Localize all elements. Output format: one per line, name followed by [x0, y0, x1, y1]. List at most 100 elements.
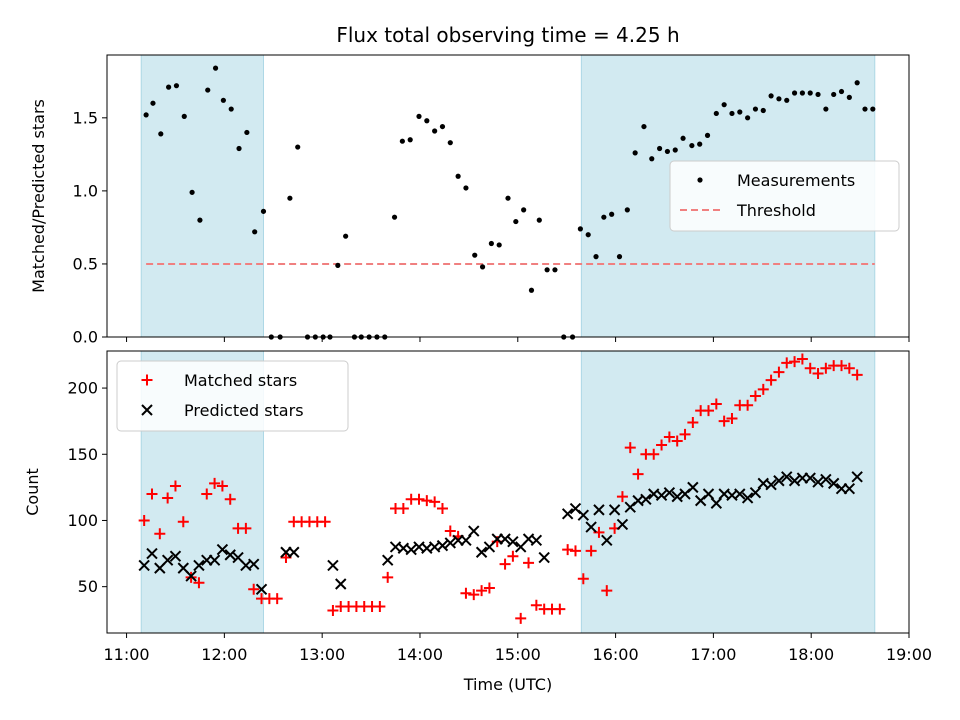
matched-stars-point: [201, 488, 213, 500]
x-tick-label: 19:00: [886, 645, 932, 664]
measurements-point: [799, 90, 805, 96]
measurements-point: [197, 217, 203, 223]
predicted-stars-point: [161, 554, 174, 566]
predicted-stars-point: [773, 475, 785, 487]
matched-stars-point: [577, 573, 589, 585]
predicted-stars-point: [663, 486, 676, 499]
matched-stars-point: [138, 514, 150, 526]
measurements-point: [752, 106, 759, 112]
matched-stars-point: [374, 601, 386, 613]
matched-stars-point: [169, 480, 181, 492]
matched-stars-point: [585, 545, 597, 557]
matched-stars-point: [382, 571, 394, 583]
matched-stars-point: [248, 583, 260, 595]
predicted-stars-point: [749, 486, 762, 499]
predicted-stars-point: [468, 525, 480, 537]
matched-stars-point: [193, 577, 205, 589]
matched-stars-point: [460, 587, 472, 599]
measurements-point: [513, 218, 519, 225]
measurements-point: [768, 93, 774, 99]
measurements-point: [823, 106, 829, 112]
matched-stars-point: [515, 612, 527, 624]
matched-stars-point: [601, 585, 613, 597]
count-panel: 50 100 150 200 11:00 12:00 13:00 14:00 15:00 16:…: [23, 350, 932, 664]
measurements-point: [791, 90, 798, 96]
matched-stars-point: [843, 362, 855, 374]
x-tick-label: 16:00: [593, 645, 639, 664]
matched-stars-point: [146, 488, 158, 500]
matched-stars-point: [656, 439, 668, 451]
measurements-point: [447, 140, 453, 146]
ratio-panel-y-axis-label: Matched/Predicted stars: [29, 99, 48, 293]
matched-stars-point: [216, 480, 228, 492]
x-tick-label: 14:00: [397, 645, 443, 664]
predicted-stars-point: [335, 578, 347, 590]
measurements-point: [189, 189, 195, 195]
measurements-point: [760, 107, 766, 114]
matched-stars-point: [240, 522, 252, 534]
predicted-stars-point: [185, 570, 197, 582]
matched-stars-point: [710, 398, 722, 410]
matched-stars-point: [648, 448, 660, 460]
predicted-stars-point: [687, 481, 699, 494]
measurements-point: [846, 94, 852, 100]
predicted-stars-point: [601, 534, 613, 547]
measurements-point: [173, 83, 180, 89]
y-tick-label: 1.0: [73, 181, 98, 200]
predicted-stars-point: [247, 558, 260, 570]
measurements-point: [252, 229, 258, 235]
measurements-point: [745, 115, 751, 121]
predicted-stars-point: [475, 546, 488, 558]
predicted-stars-point: [436, 539, 449, 552]
legend-matched-stars-label: Matched stars: [184, 371, 297, 390]
measurements-point: [343, 233, 349, 239]
legend-predicted-stars-label: Predicted stars: [184, 401, 304, 420]
measurements-point: [656, 145, 663, 152]
x-tick-label: 17:00: [690, 645, 736, 664]
matched-stars-point: [177, 516, 189, 528]
measurements-point: [416, 113, 422, 119]
measurements-point: [680, 135, 686, 141]
measurements-point: [463, 185, 469, 191]
predicted-stars-point: [804, 472, 816, 484]
predicted-stars-point: [820, 473, 832, 486]
measurements-point: [649, 156, 655, 162]
predicted-stars-point: [655, 489, 668, 502]
count-panel-y-axis-label: Count: [23, 468, 42, 516]
matched-stars-point: [663, 431, 675, 443]
predicted-stars-point: [616, 518, 629, 531]
predicted-stars-point: [405, 543, 417, 556]
ratio-panel-legend: Measurements Threshold: [669, 160, 900, 232]
legend-box: [116, 360, 349, 432]
predicted-stars-point: [208, 554, 221, 566]
predicted-stars-point: [827, 477, 840, 490]
measurements-point: [295, 144, 301, 150]
matched-stars-point: [679, 428, 691, 440]
measurements-point: [439, 123, 446, 130]
matched-stars-point: [507, 550, 519, 562]
measurements-point: [776, 96, 782, 102]
measurements-point: [335, 262, 341, 269]
y-tick-label: 1.5: [73, 108, 98, 127]
predicted-stars-point: [577, 509, 590, 521]
measurements-point: [585, 232, 591, 238]
x-axis-label: Time (UTC): [463, 675, 552, 694]
measurements-point: [521, 207, 527, 213]
measurements-point: [641, 123, 647, 130]
matched-stars-point: [851, 369, 863, 381]
predicted-stars-point: [255, 583, 268, 596]
predicted-stars-point: [788, 475, 801, 487]
predicted-stars-point: [741, 492, 754, 504]
predicted-stars-point: [734, 488, 746, 500]
measurements-point: [488, 240, 494, 247]
measurements-point: [838, 88, 845, 95]
measurements-point: [862, 106, 868, 112]
measurements-point: [496, 242, 502, 248]
predicted-stars-point: [327, 559, 339, 572]
matched-stars-point: [444, 525, 456, 537]
y-tick-label: 0.0: [73, 328, 98, 347]
matched-stars-point: [781, 357, 793, 369]
matched-stars-point: [224, 493, 236, 505]
matched-stars-point: [483, 582, 495, 594]
